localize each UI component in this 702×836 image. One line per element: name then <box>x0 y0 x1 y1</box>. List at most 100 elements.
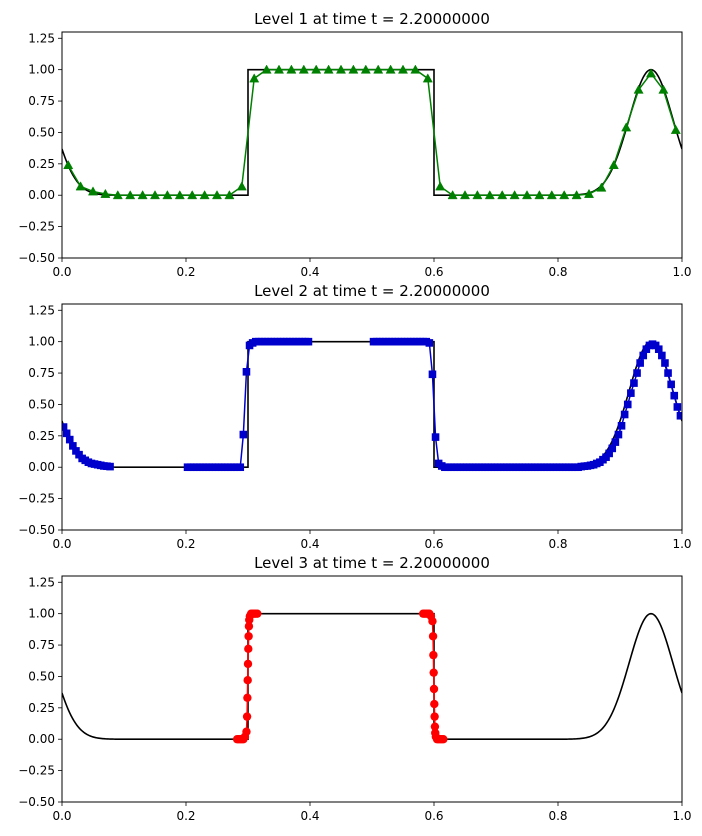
y-tick-label: −0.25 <box>18 492 55 506</box>
data-point <box>243 693 252 702</box>
data-point <box>497 190 508 200</box>
data-point <box>244 622 254 631</box>
x-tick-label: 0.6 <box>424 809 443 823</box>
y-tick-label: 0.75 <box>28 638 55 652</box>
data-point <box>630 379 638 387</box>
plot-area <box>62 337 682 472</box>
data-point <box>75 181 86 191</box>
data-point <box>645 68 657 78</box>
data-point <box>658 351 666 360</box>
data-point <box>605 449 613 458</box>
data-point <box>125 190 136 200</box>
exact-solution-line <box>62 612 682 741</box>
y-tick-label: 0.00 <box>28 460 55 474</box>
data-point <box>239 430 248 439</box>
y-tick-label: 0.50 <box>28 669 55 683</box>
y-tick-label: −0.25 <box>18 764 55 778</box>
data-point <box>623 400 632 409</box>
data-point <box>614 430 623 439</box>
data-point <box>596 182 607 192</box>
data-point <box>534 190 545 200</box>
data-point <box>658 84 669 94</box>
y-tick-label: 1.25 <box>28 575 55 589</box>
plot-title: Level 3 at time t = 2.20000000 <box>254 554 490 572</box>
data-point <box>311 64 322 74</box>
y-tick-label: 1.25 <box>28 303 55 317</box>
data-point <box>430 712 439 721</box>
x-tick-label: 0.4 <box>300 537 319 551</box>
data-point <box>65 435 74 444</box>
data-point <box>69 442 77 450</box>
y-tick-label: −0.50 <box>18 795 55 809</box>
data-point <box>428 370 437 379</box>
data-point <box>261 64 272 74</box>
x-tick-label: 0.2 <box>176 537 195 551</box>
data-point <box>112 190 123 200</box>
data-point <box>62 429 71 438</box>
y-tick-label: 1.25 <box>28 31 55 45</box>
plot-title: Level 2 at time t = 2.20000000 <box>254 282 490 300</box>
y-tick-label: −0.25 <box>18 220 55 234</box>
data-point <box>620 410 629 419</box>
plot-frame <box>61 303 683 531</box>
data-point <box>636 359 644 367</box>
data-point <box>422 73 433 83</box>
y-tick-label: 0.25 <box>28 429 55 443</box>
data-point <box>439 735 448 744</box>
plot-frame <box>61 31 683 259</box>
data-point <box>430 699 439 709</box>
x-tick-label: 1.0 <box>672 265 691 279</box>
x-tick-label: 0.8 <box>548 265 567 279</box>
x-tick-label: 1.0 <box>672 537 691 551</box>
y-tick-label: 0.25 <box>28 157 55 171</box>
data-point <box>459 190 471 200</box>
x-tick-label: 0.4 <box>300 265 319 279</box>
data-point <box>664 369 672 377</box>
data-point <box>617 421 626 430</box>
plot-panel-3: Level 3 at time t = 2.20000000 0.0 0.2 0.4 0… <box>18 554 691 823</box>
data-point <box>243 659 253 669</box>
data-point <box>583 188 595 198</box>
data-point <box>373 64 384 74</box>
data-point <box>667 380 675 389</box>
data-point <box>627 389 635 397</box>
data-point <box>670 124 681 134</box>
data-point <box>571 190 582 200</box>
data-point <box>286 64 297 74</box>
data-point <box>521 190 533 200</box>
data-point <box>410 64 421 74</box>
data-point <box>298 64 309 74</box>
data-point <box>428 632 438 641</box>
x-tick-label: 0.0 <box>52 537 71 551</box>
data-point <box>611 438 620 446</box>
data-point <box>304 337 313 346</box>
data-point <box>253 609 262 618</box>
data-point <box>137 190 148 200</box>
y-tick-label: 0.25 <box>28 701 55 715</box>
plot-title: Level 1 at time t = 2.20000000 <box>254 10 490 28</box>
data-point <box>243 676 252 685</box>
data-point <box>654 345 663 353</box>
data-point <box>100 188 111 198</box>
x-tick-label: 0.0 <box>52 809 71 823</box>
data-point <box>484 190 495 200</box>
data-point <box>335 64 347 74</box>
data-point <box>670 391 679 400</box>
data-point <box>429 668 438 677</box>
data-point <box>435 181 446 191</box>
data-point <box>199 190 210 200</box>
plot-panel-2: Level 2 at time t = 2.20000000 0.0 0.2 0.4 0… <box>18 282 691 551</box>
x-tick-label: 0.8 <box>548 809 567 823</box>
y-tick-label: 0.75 <box>28 366 55 380</box>
data-point <box>211 190 223 200</box>
plot-panel-1: Level 1 at time t = 2.20000000 0.0 0.2 0.4 0… <box>18 10 691 279</box>
data-point <box>244 632 253 641</box>
x-tick-label: 0.2 <box>176 809 195 823</box>
data-point <box>509 190 520 200</box>
data-point <box>236 463 245 472</box>
data-point <box>162 190 173 200</box>
data-point <box>546 190 557 200</box>
plot-area <box>62 609 682 744</box>
data-point <box>608 444 617 453</box>
